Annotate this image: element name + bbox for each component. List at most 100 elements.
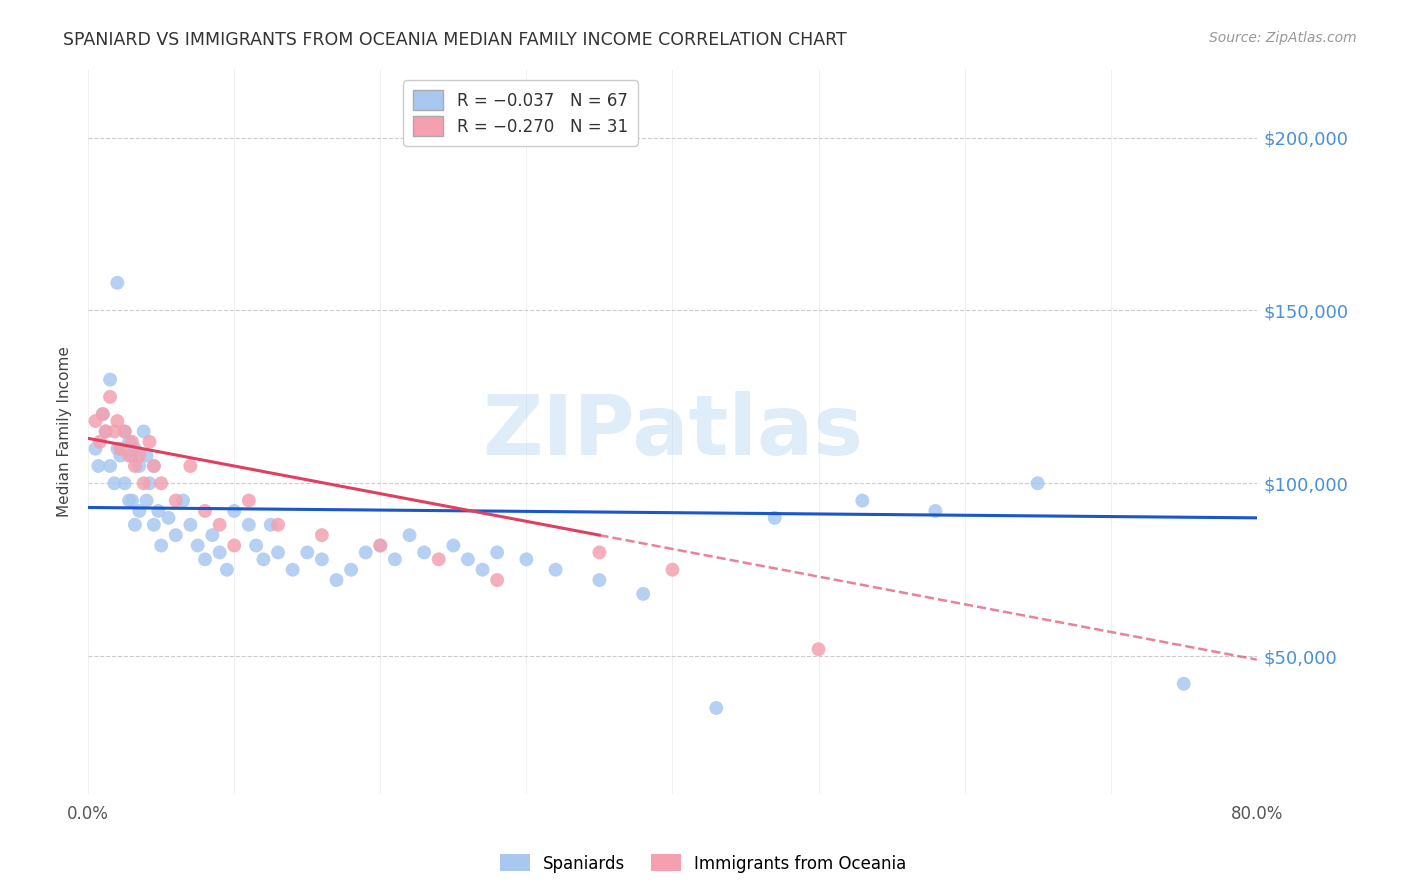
Point: [924, 504, 946, 518]
Point: [110, 442, 132, 456]
Point: [311, 528, 333, 542]
Point: [1026, 476, 1049, 491]
Point: [208, 517, 231, 532]
Point: [224, 539, 246, 553]
Point: [128, 449, 150, 463]
Legend: Spaniards, Immigrants from Oceania: Spaniards, Immigrants from Oceania: [494, 847, 912, 880]
Point: [135, 493, 157, 508]
Point: [91, 407, 114, 421]
Point: [194, 504, 217, 518]
Point: [165, 493, 187, 508]
Point: [368, 539, 391, 553]
Point: [588, 573, 610, 587]
Point: [238, 517, 260, 532]
Point: [354, 545, 377, 559]
Point: [114, 425, 136, 439]
Point: [121, 493, 143, 508]
Point: [138, 434, 160, 449]
Legend: R = −0.037   N = 67, R = −0.270   N = 31: R = −0.037 N = 67, R = −0.270 N = 31: [404, 80, 638, 145]
Point: [121, 434, 143, 449]
Point: [118, 493, 141, 508]
Point: [114, 425, 136, 439]
Point: [118, 449, 141, 463]
Point: [94, 425, 117, 439]
Point: [105, 414, 128, 428]
Point: [150, 539, 173, 553]
Text: Source: ZipAtlas.com: Source: ZipAtlas.com: [1209, 31, 1357, 45]
Y-axis label: Median Family Income: Median Family Income: [58, 346, 72, 516]
Point: [515, 552, 537, 566]
Point: [427, 552, 450, 566]
Point: [1173, 677, 1195, 691]
Point: [150, 476, 173, 491]
Point: [208, 545, 231, 559]
Text: SPANIARD VS IMMIGRANTS FROM OCEANIA MEDIAN FAMILY INCOME CORRELATION CHART: SPANIARD VS IMMIGRANTS FROM OCEANIA MEDI…: [63, 31, 846, 49]
Point: [124, 458, 146, 473]
Point: [187, 539, 209, 553]
Point: [661, 563, 683, 577]
Point: [763, 511, 786, 525]
Point: [267, 545, 290, 559]
Point: [260, 517, 283, 532]
Point: [245, 539, 267, 553]
Point: [94, 425, 117, 439]
Point: [148, 504, 170, 518]
Point: [165, 528, 187, 542]
Point: [103, 425, 125, 439]
Point: [121, 449, 143, 463]
Point: [87, 458, 110, 473]
Point: [413, 545, 436, 559]
Point: [128, 504, 150, 518]
Point: [215, 563, 238, 577]
Point: [105, 276, 128, 290]
Point: [238, 493, 260, 508]
Point: [142, 458, 165, 473]
Point: [118, 434, 141, 449]
Point: [486, 573, 509, 587]
Point: [441, 539, 464, 553]
Point: [132, 425, 155, 439]
Point: [103, 476, 125, 491]
Point: [142, 517, 165, 532]
Point: [98, 373, 121, 387]
Point: [110, 449, 132, 463]
Point: [135, 449, 157, 463]
Point: [281, 563, 304, 577]
Point: [368, 539, 391, 553]
Point: [132, 476, 155, 491]
Point: [201, 528, 224, 542]
Point: [157, 511, 180, 525]
Point: [98, 390, 121, 404]
Point: [851, 493, 873, 508]
Point: [91, 407, 114, 421]
Point: [297, 545, 319, 559]
Point: [340, 563, 363, 577]
Point: [311, 552, 333, 566]
Point: [179, 517, 201, 532]
Point: [325, 573, 347, 587]
Point: [124, 517, 146, 532]
Point: [588, 545, 610, 559]
Point: [84, 442, 107, 456]
Point: [138, 476, 160, 491]
Point: [124, 442, 146, 456]
Point: [98, 458, 121, 473]
Point: [84, 414, 107, 428]
Point: [252, 552, 274, 566]
Point: [398, 528, 420, 542]
Point: [384, 552, 406, 566]
Point: [194, 552, 217, 566]
Point: [471, 563, 494, 577]
Point: [128, 458, 150, 473]
Point: [807, 642, 830, 657]
Point: [172, 493, 194, 508]
Point: [89, 434, 111, 449]
Point: [544, 563, 567, 577]
Point: [179, 458, 201, 473]
Text: ZIPatlas: ZIPatlas: [482, 391, 863, 472]
Point: [704, 701, 727, 715]
Point: [224, 504, 246, 518]
Point: [631, 587, 654, 601]
Point: [267, 517, 290, 532]
Point: [457, 552, 479, 566]
